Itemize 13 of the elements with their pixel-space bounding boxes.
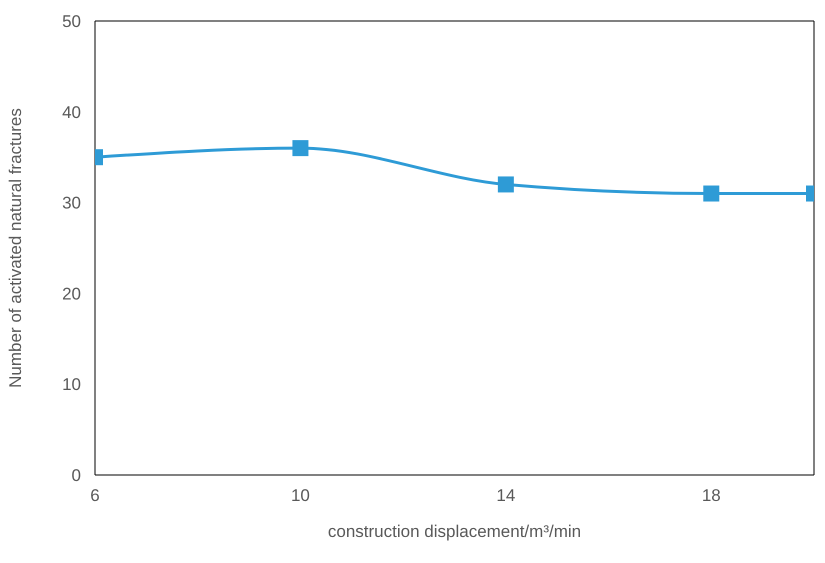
x-tick-label: 6 [90,486,100,506]
y-axis-title: Number of activated natural fractures [6,108,26,388]
x-tick-label: 10 [290,486,310,506]
y-tick-label: 20 [62,284,81,304]
x-axis-title: construction displacement/m³/min [328,522,582,541]
point [498,176,514,192]
y-tick-label: 30 [62,194,81,213]
y-tick-label: 0 [72,466,81,486]
x-tick-label: 14 [496,486,516,506]
y-tick-label: 50 [62,12,81,32]
y-tick-label: 10 [62,375,81,394]
y-tick-label: 40 [62,102,81,122]
x-tick-label: 18 [702,486,721,506]
